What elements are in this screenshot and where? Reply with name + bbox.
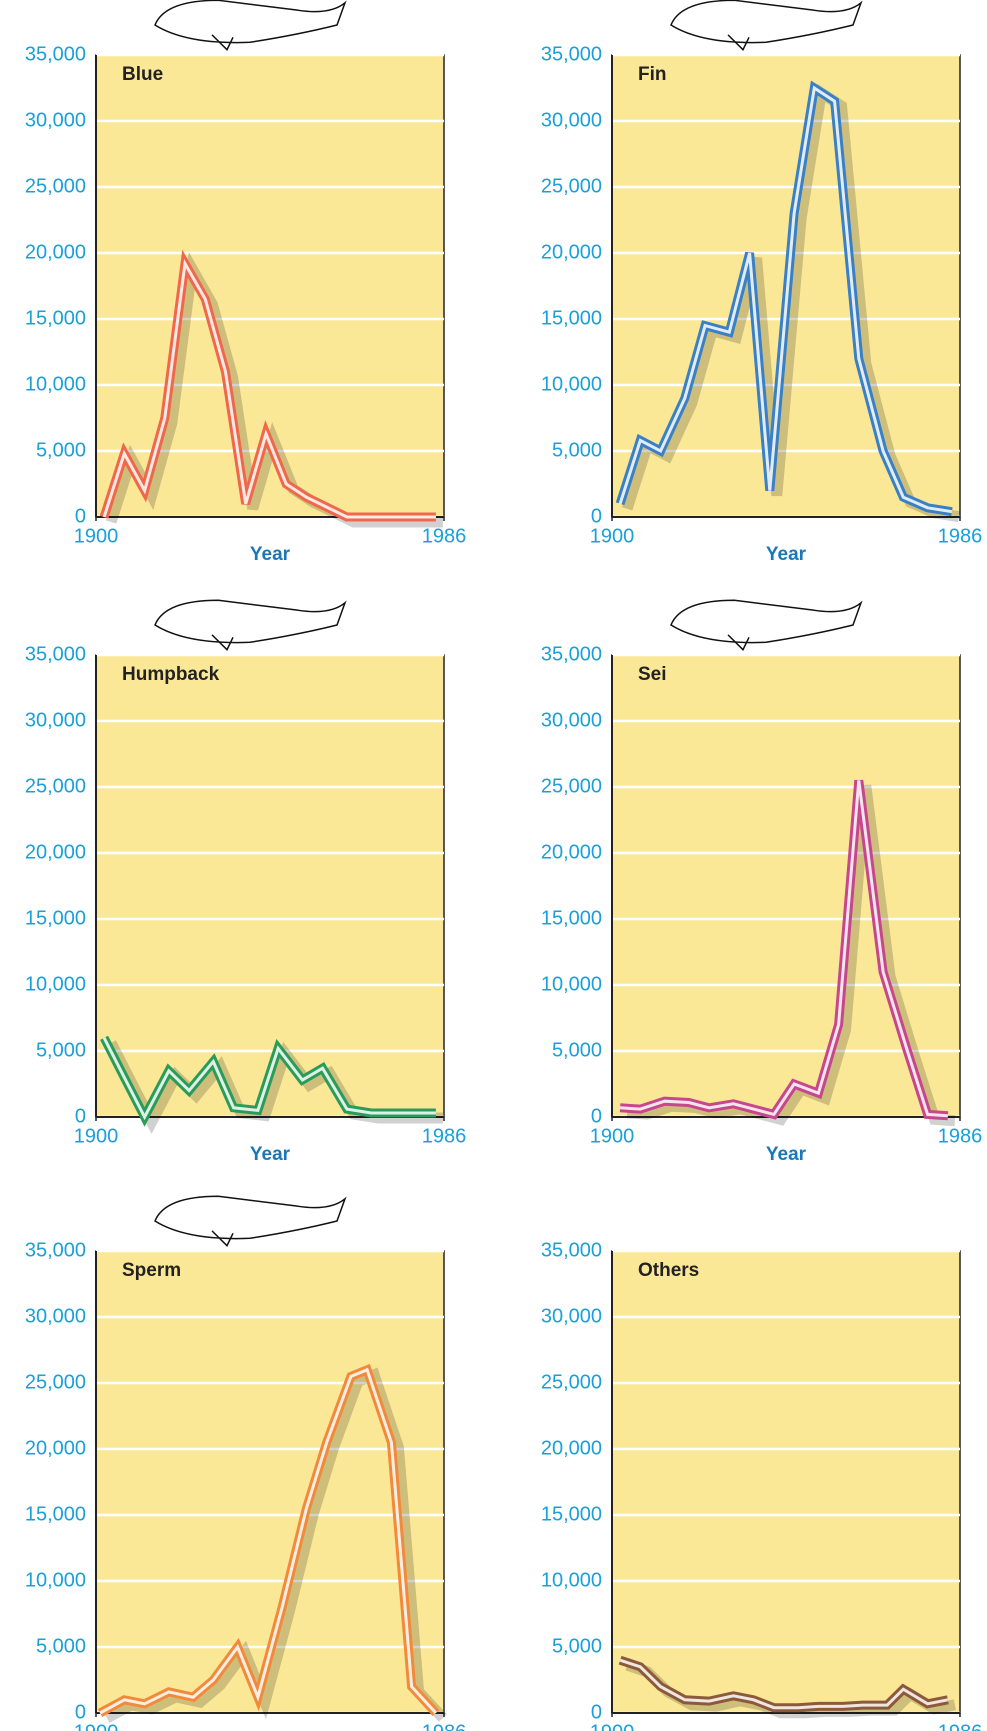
y-tick-label: 10,000 [541,1569,602,1591]
whale-fin [211,1230,234,1247]
y-tick-label: 10,000 [541,373,602,395]
y-tick-label: 0 [75,505,86,527]
y-tick-label: 10,000 [25,373,86,395]
x-tick-label: 1986 [422,525,467,547]
y-tick-label: 30,000 [541,709,602,731]
y-tick-label: 30,000 [541,1305,602,1327]
panel-title: Blue [122,64,163,85]
y-tick-label: 20,000 [541,241,602,263]
y-tick-label: 25,000 [25,775,86,797]
x-tick-label: 1900 [74,525,119,547]
panel-title: Sperm [122,1260,181,1281]
line-highlight [619,1658,949,1710]
line-highlight [102,1037,436,1121]
y-tick-label: 25,000 [25,175,86,197]
y-tick-label: 30,000 [541,109,602,131]
y-tick-label: 15,000 [541,907,602,929]
x-tick-label: 1900 [590,1125,635,1147]
x-axis-label: Year [250,544,291,565]
y-tick-label: 10,000 [25,1569,86,1591]
y-tick-label: 30,000 [25,709,86,731]
panel-title: Sei [638,664,667,685]
y-tick-label: 5,000 [552,1039,602,1061]
y-tick-label: 0 [75,1701,86,1723]
x-tick-label: 1986 [938,1125,983,1147]
line-highlight [99,1367,438,1715]
y-tick-label: 35,000 [25,643,86,665]
plot-area [95,654,445,1118]
y-tick-label: 15,000 [25,307,86,329]
y-tick-label: 35,000 [541,43,602,65]
y-tick-label: 15,000 [541,1503,602,1525]
whale-icon [670,599,863,644]
y-tick-label: 0 [591,1105,602,1127]
panel-title: Humpback [122,664,220,685]
line-shadow [104,1367,447,1723]
y-tick-label: 20,000 [25,1437,86,1459]
whale-icon [154,1195,347,1240]
x-tick-label: 1986 [422,1721,467,1731]
line-highlight [620,780,948,1118]
x-tick-label: 1900 [590,525,635,547]
y-tick-label: 20,000 [541,1437,602,1459]
whale-fin [211,34,234,51]
whale-icon [154,599,347,644]
panel-title: Fin [638,64,667,85]
whale-fin [727,634,750,651]
y-tick-label: 35,000 [541,643,602,665]
x-tick-label: 1900 [74,1125,119,1147]
panel-title: Others [638,1260,699,1281]
whale-icon [670,0,863,44]
x-tick-label: 1986 [938,1721,983,1731]
line-shadow [626,784,956,1127]
y-tick-label: 25,000 [541,1371,602,1393]
line-highlight [102,258,436,519]
y-tick-label: 15,000 [25,907,86,929]
y-tick-label: 5,000 [36,1039,86,1061]
x-tick-label: 1986 [422,1125,467,1147]
x-tick-label: 1900 [590,1721,635,1731]
x-tick-label: 1900 [74,1721,119,1731]
y-tick-label: 10,000 [25,973,86,995]
y-tick-label: 10,000 [541,973,602,995]
y-tick-label: 35,000 [25,1239,86,1261]
line-highlight [618,85,953,514]
y-tick-label: 35,000 [25,43,86,65]
y-tick-label: 5,000 [36,1635,86,1657]
whale-fin [211,634,234,651]
y-tick-label: 5,000 [552,439,602,461]
y-tick-label: 25,000 [541,175,602,197]
whale-fin [727,34,750,51]
y-tick-label: 20,000 [541,841,602,863]
y-tick-label: 25,000 [541,775,602,797]
y-tick-label: 15,000 [25,1503,86,1525]
whale-icon [154,0,347,44]
x-axis-label: Year [250,1144,291,1165]
y-tick-label: 15,000 [541,307,602,329]
y-tick-label: 0 [75,1105,86,1127]
y-tick-label: 30,000 [25,1305,86,1327]
y-tick-label: 25,000 [25,1371,86,1393]
y-tick-label: 35,000 [541,1239,602,1261]
y-tick-label: 5,000 [552,1635,602,1657]
y-tick-label: 20,000 [25,841,86,863]
y-tick-label: 0 [591,1701,602,1723]
plot-area [611,1250,961,1714]
x-tick-label: 1986 [938,525,983,547]
y-tick-label: 20,000 [25,241,86,263]
y-tick-label: 5,000 [36,439,86,461]
x-axis-label: Year [766,1144,807,1165]
y-tick-label: 30,000 [25,109,86,131]
y-tick-label: 0 [591,505,602,527]
x-axis-label: Year [766,544,807,565]
